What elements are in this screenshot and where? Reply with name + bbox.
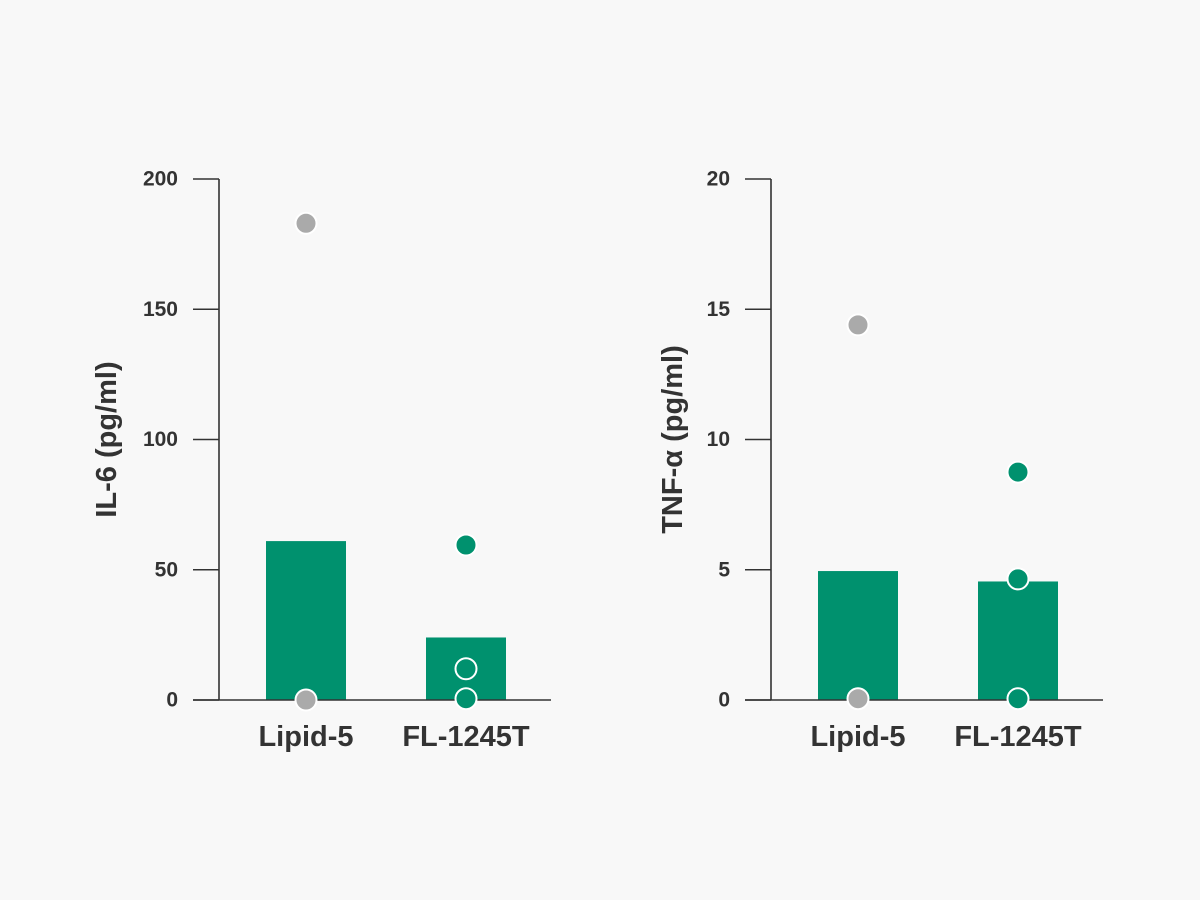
y-tick-label: 50 — [155, 558, 178, 581]
y-tick-label: 0 — [718, 689, 730, 712]
data-point — [1006, 567, 1030, 591]
bar-lipid-5 — [266, 541, 346, 700]
data-point — [846, 687, 870, 711]
y-tick-label: 100 — [143, 428, 178, 451]
y-tick-label: 15 — [707, 298, 731, 321]
x-category-label: Lipid-5 — [810, 721, 905, 753]
data-point — [454, 687, 478, 711]
data-point — [454, 533, 478, 557]
y-axis-title: IL-6 (pg/ml) — [91, 361, 123, 517]
y-tick-label: 150 — [143, 298, 178, 321]
y-tick-label: 5 — [718, 558, 730, 581]
y-tick-label: 20 — [707, 168, 730, 191]
bar-lipid-5 — [818, 571, 898, 700]
data-point — [454, 657, 478, 681]
x-category-label: FL-1245T — [402, 721, 530, 753]
y-tick-label: 200 — [143, 168, 178, 191]
data-point — [294, 211, 318, 235]
bar-fl-1245t — [978, 581, 1058, 700]
data-point — [846, 313, 870, 337]
y-tick-label: 0 — [166, 689, 178, 712]
chart-panel-1: 0 50 100 150 200 Lipid-5 FL-1245T IL-6 (pg/ml) — [91, 168, 551, 753]
x-category-label: Lipid-5 — [258, 721, 353, 753]
y-axis-title: TNF-α (pg/ml) — [657, 345, 689, 534]
y-tick-label: 10 — [707, 428, 730, 451]
x-category-label: FL-1245T — [954, 721, 1082, 753]
data-point — [294, 688, 318, 712]
data-point — [1006, 687, 1030, 711]
data-point — [1006, 460, 1030, 484]
chart-panel-2: 0 5 10 15 20 Lipid-5 FL-1245T TNF-α (pg/ml) — [657, 168, 1103, 753]
